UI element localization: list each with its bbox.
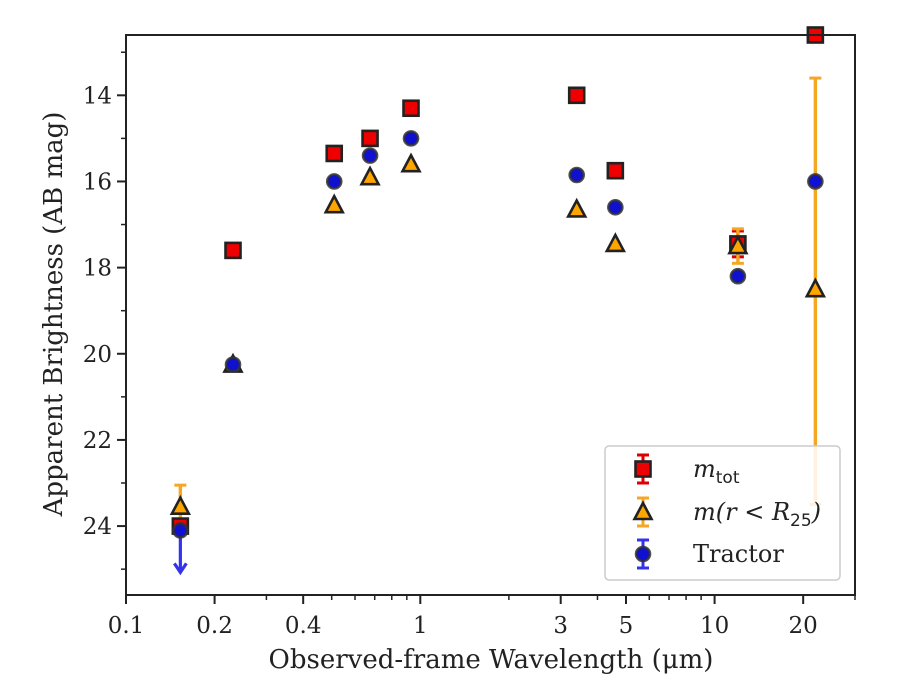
y-tick-label: 16 — [83, 169, 112, 195]
y-tick-label: 24 — [83, 514, 112, 540]
point-circle-7 — [729, 267, 747, 285]
y-tick-label: 20 — [83, 342, 112, 368]
x-tick-label: 20 — [789, 613, 818, 639]
legend-box — [604, 445, 841, 581]
legend-label-triangle: m(r < R25) — [693, 498, 821, 531]
x-tick-label: 1 — [413, 613, 428, 639]
legend-label-circle: Tractor — [693, 540, 784, 568]
point-triangle-0 — [169, 494, 192, 515]
upper-limit-head — [173, 562, 188, 576]
legend-entry-square: mtot — [634, 453, 740, 488]
axes-layer: 14 16 18 20 22 24 0.1 0.2 0.4 1 3 5 10 20 — [83, 34, 856, 639]
x-axis-label: Observed-frame Wavelength (μm) — [269, 645, 714, 675]
point-triangle-6 — [604, 232, 627, 253]
point-circle-3 — [361, 147, 379, 164]
y-axis-label: Apparent Brightness (AB mag) — [39, 112, 69, 518]
point-circle-1 — [224, 356, 242, 373]
point-triangle-3 — [359, 165, 381, 186]
point-square-6 — [606, 161, 625, 180]
legend-label-subscript: 25 — [790, 511, 812, 531]
x-tick-label: 0.2 — [196, 613, 233, 639]
point-circle-4 — [402, 130, 420, 147]
legend-label-subscript: tot — [716, 468, 740, 488]
point-square-1 — [224, 241, 242, 260]
legend-marker-circle — [634, 545, 652, 563]
x-tick-label: 0.4 — [285, 613, 322, 639]
point-circle-0 — [172, 522, 189, 539]
legend-label-base: m — [693, 455, 716, 483]
plot-layer — [169, 26, 827, 576]
point-circle-6 — [607, 199, 624, 216]
point-circle-5 — [568, 166, 586, 184]
point-triangle-2 — [323, 193, 345, 214]
point-triangle-5 — [566, 197, 588, 218]
y-tick-label: 14 — [83, 83, 112, 109]
legend: mtot m(r < R25) Tractor — [604, 445, 841, 581]
legend-label-square: mtot — [693, 455, 740, 488]
x-tick-label: 3 — [553, 613, 568, 639]
legend-marker-triangle — [632, 500, 654, 521]
point-circle-2 — [325, 173, 343, 190]
legend-label-tail: ) — [811, 498, 821, 526]
point-square-4 — [402, 99, 420, 118]
point-triangle-7 — [727, 234, 749, 255]
legend-marker-square — [634, 460, 652, 478]
legend-entry-triangle: m(r < R25) — [632, 496, 821, 531]
x-tick-label: 10 — [700, 613, 729, 639]
legend-label-base: m(r < R — [693, 498, 790, 526]
point-circle-8 — [807, 173, 824, 190]
point-square-5 — [567, 86, 586, 105]
x-tick-label: 0.1 — [108, 613, 145, 639]
point-triangle-8 — [804, 277, 827, 298]
x-tick-label: 5 — [619, 613, 634, 639]
y-tick-label: 22 — [83, 428, 112, 454]
y-tick-label: 18 — [83, 256, 112, 282]
plot-frame — [125, 34, 856, 596]
point-square-3 — [361, 129, 379, 148]
legend-entry-circle: Tractor — [634, 538, 784, 570]
point-square-2 — [325, 144, 344, 163]
point-triangle-4 — [400, 152, 422, 173]
